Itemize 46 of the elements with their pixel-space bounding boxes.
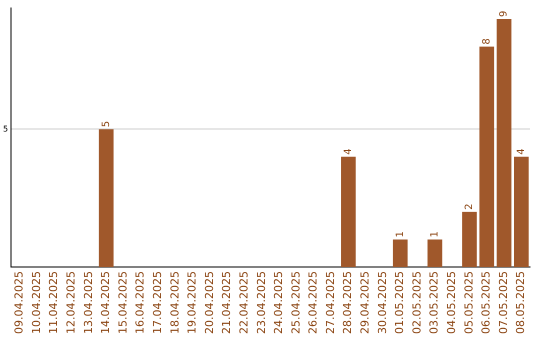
- x-tick-label: 28.04.2025: [341, 271, 354, 334]
- bar: [341, 156, 356, 268]
- data-label: 2: [464, 204, 476, 210]
- x-tick-label: 08.05.2025: [514, 271, 528, 334]
- x-tick-label: 14.04.2025: [99, 271, 112, 334]
- bar: [479, 46, 494, 268]
- x-tick-label: 26.04.2025: [306, 271, 320, 334]
- x-tick-label: 24.04.2025: [272, 271, 286, 334]
- x-tick-label: 10.04.2025: [30, 271, 43, 334]
- bar: [428, 239, 442, 268]
- x-tick-label: 11.04.2025: [47, 271, 60, 334]
- x-tick-label: 04.05.2025: [445, 271, 458, 334]
- data-label: 1: [429, 231, 440, 238]
- x-tick-label: 09.04.2025: [12, 271, 26, 334]
- data-label: 4: [516, 148, 527, 155]
- data-label: 8: [481, 38, 492, 45]
- bar: [392, 239, 408, 268]
- x-tick-label: 22.04.2025: [237, 271, 250, 334]
- x-tick-label: 18.04.2025: [168, 271, 182, 334]
- x-tick-label: 02.05.2025: [410, 271, 424, 334]
- bar: [514, 156, 529, 268]
- x-tick-label: 30.04.2025: [376, 271, 389, 334]
- x-tick-label: 27.04.2025: [324, 271, 337, 334]
- x-tick-label: 19.04.2025: [186, 271, 199, 334]
- data-label: 4: [342, 148, 354, 155]
- x-tick-label: 15.04.2025: [116, 271, 130, 334]
- data-label: 5: [100, 120, 112, 128]
- bar: [98, 129, 114, 268]
- data-label: 1: [394, 231, 406, 238]
- bar: [462, 212, 477, 268]
- x-tick-label: 23.04.2025: [254, 271, 268, 334]
- x-tick-label: 25.04.2025: [289, 271, 302, 334]
- x-tick-label: 29.04.2025: [358, 271, 372, 334]
- bar: [496, 19, 512, 268]
- x-tick-label: 21.04.2025: [220, 271, 234, 334]
- x-tick-label: 03.05.2025: [428, 271, 441, 334]
- x-tick-label: 13.04.2025: [82, 271, 95, 334]
- x-tick-label: 12.04.2025: [64, 271, 78, 334]
- x-tick-label: 20.04.2025: [202, 271, 216, 334]
- x-tick-label: 01.05.2025: [393, 271, 406, 334]
- x-tick-label: 16.04.2025: [134, 271, 147, 334]
- x-tick-label: 06.05.2025: [480, 271, 493, 334]
- x-tick-label: 05.05.2025: [462, 271, 476, 334]
- data-label: 9: [498, 10, 510, 18]
- x-tick-label: 07.05.2025: [496, 271, 510, 334]
- x-tick-label: 17.04.2025: [150, 271, 164, 334]
